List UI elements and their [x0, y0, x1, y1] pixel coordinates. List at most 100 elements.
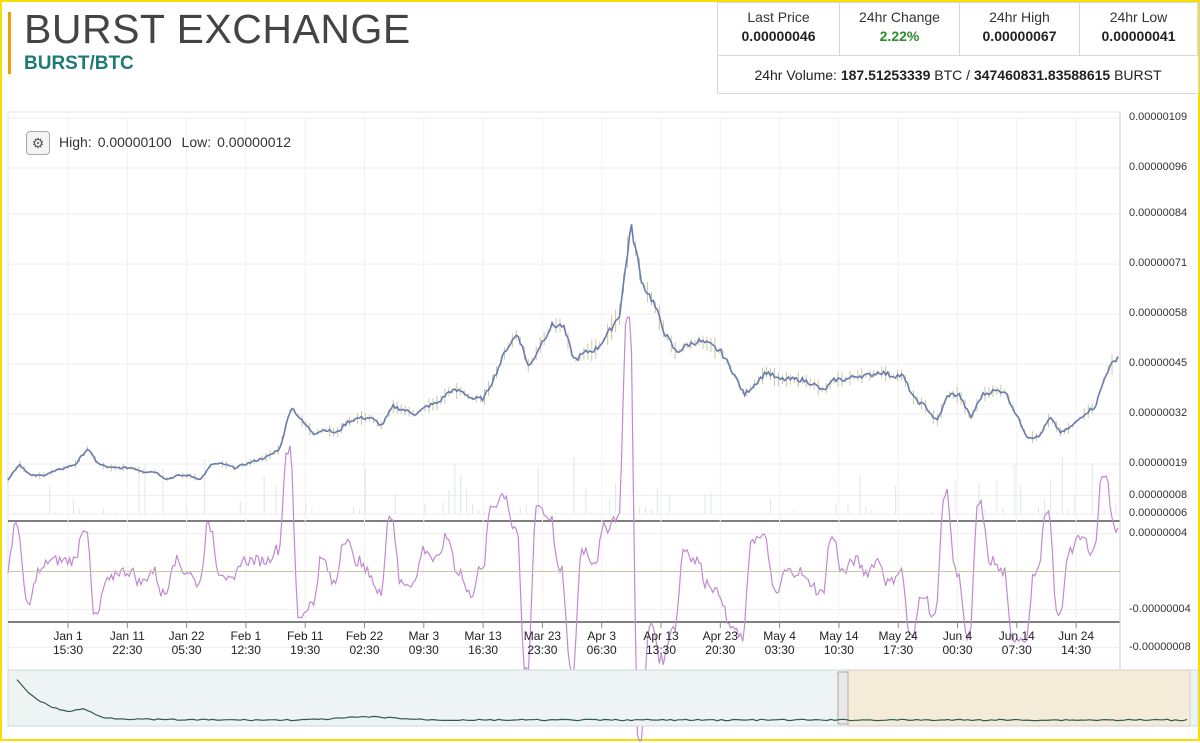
time-tick-label: Jun 14 07:30: [982, 629, 1052, 657]
market-stats-panel: Last Price 0.00000046 24hr Change 2.22% …: [717, 2, 1199, 94]
time-tick-date: Feb 11: [286, 629, 324, 643]
time-tick-label: Apr 3 06:30: [567, 629, 637, 657]
time-tick-label: Apr 13 13:30: [626, 629, 696, 657]
change-stat: 24hr Change 2.22%: [840, 3, 960, 55]
time-tick-label: Feb 22 02:30: [330, 629, 400, 657]
time-tick-label: Mar 3 09:30: [389, 629, 459, 657]
time-tick-time: 00:30: [942, 643, 973, 657]
time-tick-label: Jun 4 00:30: [923, 629, 993, 657]
time-tick-date: Mar 23: [523, 629, 562, 643]
navigator-selection: [847, 669, 1191, 727]
last-price-stat: Last Price 0.00000046: [718, 3, 840, 55]
price-tick-label: 0.00000096: [1129, 160, 1188, 173]
time-tick-label: Jun 24 14:30: [1041, 629, 1111, 657]
time-tick-label: Feb 11 19:30: [270, 629, 340, 657]
price-tick-label: 0.00000058: [1129, 307, 1188, 320]
title-accent-bar: [8, 12, 11, 74]
time-tick-date: Mar 13: [464, 629, 502, 643]
navigator-line: [16, 679, 1188, 722]
time-tick-date: Apr 13: [643, 629, 679, 643]
time-tick-date: May 24: [878, 629, 918, 643]
volume-btc-unit: BTC /: [934, 67, 971, 83]
time-tick-date: Feb 1: [230, 629, 262, 643]
price-tick-label: 0.00000084: [1129, 207, 1188, 220]
high-label: 24hr High: [989, 9, 1050, 25]
low-stat: 24hr Low 0.00000041: [1080, 3, 1198, 55]
time-tick-time: 06:30: [586, 643, 617, 657]
time-tick-time: 14:30: [1061, 643, 1092, 657]
time-tick-time: 23:30: [527, 643, 558, 657]
time-tick-date: Jan 22: [168, 629, 205, 643]
time-tick-date: Jun 24: [1058, 629, 1095, 643]
time-tick-date: May 14: [819, 629, 859, 643]
time-tick-label: May 14 10:30: [804, 629, 874, 657]
time-tick-date: Jun 14: [998, 629, 1035, 643]
time-tick-date: May 4: [763, 629, 796, 643]
high-value: 0.00000067: [982, 28, 1057, 44]
time-tick-time: 03:30: [764, 643, 795, 657]
time-tick-label: Apr 23 20:30: [685, 629, 755, 657]
change-label: 24hr Change: [859, 9, 940, 25]
osc-tick-label: -0.00000008: [1129, 640, 1191, 653]
price-line: [7, 224, 1119, 481]
chart-low-value: 0.00000012: [217, 134, 292, 150]
time-tick-label: Jan 11 22:30: [92, 629, 162, 657]
time-tick-date: Mar 3: [408, 629, 440, 643]
time-tick-time: 12:30: [230, 643, 261, 657]
time-tick-label: Jan 1 15:30: [33, 629, 103, 657]
chart-high-low: High: 0.00000100 Low: 0.00000012: [59, 134, 297, 150]
oscillator-line: [7, 316, 1119, 742]
gear-icon: ⚙: [31, 135, 45, 151]
high-stat: 24hr High 0.00000067: [960, 3, 1080, 55]
time-tick-date: Jan 11: [109, 629, 145, 643]
osc-tick-label: 0.00000004: [1129, 526, 1188, 539]
change-value: 2.22%: [879, 28, 920, 44]
osc-tick-label: -0.00000004: [1129, 602, 1191, 615]
volume-burst-unit: BURST: [1114, 67, 1162, 83]
time-tick-time: 19:30: [290, 643, 321, 657]
time-tick-time: 13:30: [645, 643, 677, 657]
time-tick-label: Mar 13 16:30: [448, 629, 518, 657]
time-tick-time: 20:30: [705, 643, 736, 657]
low-label: 24hr Low: [1109, 9, 1168, 25]
time-tick-label: May 4 03:30: [745, 629, 815, 657]
time-tick-time: 05:30: [171, 643, 202, 657]
chart-high-label: High:: [59, 134, 92, 150]
navigator-left-handle: [837, 671, 849, 725]
chart-settings-button[interactable]: ⚙: [26, 131, 50, 155]
time-tick-time: 09:30: [408, 643, 439, 657]
time-tick-date: Apr 3: [587, 629, 617, 643]
volume-row: 24hr Volume: 187.51253339 BTC / 34746083…: [718, 55, 1198, 95]
trading-pair: BURST/BTC: [24, 53, 134, 74]
volume-label: 24hr Volume:: [754, 67, 837, 83]
price-tick-label: 0.00000019: [1129, 457, 1188, 470]
time-tick-time: 10:30: [823, 643, 854, 657]
time-tick-time: 17:30: [883, 643, 914, 657]
price-tick-label: 0.00000071: [1129, 257, 1188, 270]
price-tick-label: 0.00000045: [1129, 357, 1188, 370]
last-price-value: 0.00000046: [741, 28, 816, 44]
page-title: BURST EXCHANGE: [24, 6, 411, 52]
time-tick-time: 22:30: [112, 643, 143, 657]
price-tick-label: 0.00000006: [1129, 507, 1188, 519]
time-tick-label: Jan 22 05:30: [152, 629, 222, 657]
time-tick-time: 07:30: [1001, 643, 1032, 657]
time-tick-label: May 24 17:30: [863, 629, 933, 657]
chart-low-label: Low:: [181, 134, 212, 150]
last-price-label: Last Price: [747, 9, 810, 25]
osc-tick-label: 0.00000008: [1129, 488, 1188, 501]
low-value: 0.00000041: [1101, 28, 1176, 44]
time-tick-time: 15:30: [52, 643, 84, 657]
volume-btc-value: 187.51253339: [840, 67, 931, 83]
price-tick-label: 0.00000109: [1129, 111, 1188, 123]
time-tick-date: Apr 23: [702, 629, 738, 643]
time-tick-time: 16:30: [468, 643, 499, 657]
time-tick-label: Mar 23 23:30: [507, 629, 577, 657]
time-tick-date: Jan 1: [53, 629, 83, 643]
time-tick-date: Jun 4: [942, 629, 973, 643]
chart-high-value: 0.00000100: [97, 134, 172, 150]
volume-burst-value: 347460831.83588615: [973, 67, 1111, 83]
time-tick-date: Feb 22: [345, 629, 384, 643]
time-tick-time: 02:30: [349, 643, 380, 657]
